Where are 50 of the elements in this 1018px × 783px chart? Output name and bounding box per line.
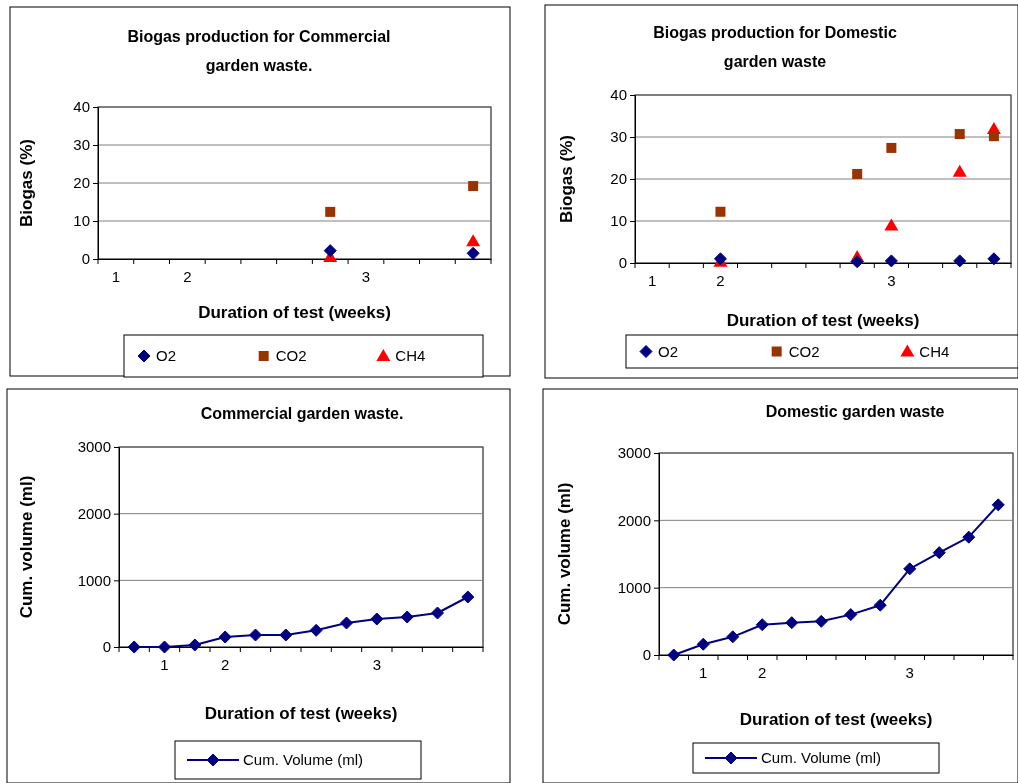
chart-title: Biogas production for Commercial garden waste.	[127, 28, 391, 74]
x-tick-label: 2	[758, 663, 767, 681]
y-tick-label: 3000	[77, 438, 111, 456]
y-tick-label: 10	[610, 212, 627, 230]
legend-label: CO2	[275, 347, 307, 364]
chart-title: Commercial garden waste.	[200, 405, 404, 422]
x-tick-label: 1	[111, 267, 121, 285]
x-tick-label: 3	[905, 663, 914, 681]
y-tick-label: 1000	[77, 571, 111, 589]
y-axis-title: Cum. volume (ml)	[555, 482, 574, 626]
legend-label: O2	[156, 347, 177, 364]
x-tick-label: 1	[160, 655, 169, 673]
y-tick-label: 40	[610, 86, 627, 104]
y-tick-label: 1000	[617, 578, 651, 596]
y-tick-label: 30	[73, 136, 90, 154]
x-tick-label: 3	[887, 271, 896, 289]
x-tick-label: 2	[220, 655, 230, 673]
legend-label: Cum. Volume (ml)	[761, 749, 882, 766]
y-tick-label: 30	[610, 128, 627, 146]
y-tick-label: 3000	[617, 444, 651, 462]
y-tick-label: 10	[73, 212, 90, 230]
y-tick-label: 0	[642, 646, 651, 664]
x-tick-label: 3	[361, 267, 371, 285]
x-tick-label: 1	[699, 663, 708, 681]
chart-title: Biogas production for Domestic garden waste	[653, 24, 897, 70]
y-axis-title: Cum. volume (ml)	[17, 475, 36, 619]
x-axis-title: Duration of test (weeks)	[198, 303, 391, 322]
y-tick-label: 2000	[617, 511, 651, 529]
x-axis-title: Duration of test (weeks)	[726, 311, 920, 330]
y-tick-label: 0	[81, 250, 90, 268]
legend-label: CH4	[919, 342, 950, 360]
y-tick-label: 40	[73, 98, 90, 116]
legend-label: CH4	[395, 347, 426, 364]
x-tick-label: 1	[647, 271, 657, 289]
y-axis-title: Biogas (%)	[557, 135, 576, 223]
y-tick-label: 2000	[77, 504, 111, 522]
y-axis-title: Biogas (%)	[17, 139, 36, 227]
legend-label: CO2	[788, 342, 820, 360]
x-tick-label: 2	[183, 267, 192, 285]
x-axis-title: Duration of test (weeks)	[204, 704, 398, 723]
chart-title: Domestic garden waste	[765, 403, 945, 420]
x-tick-label: 3	[372, 655, 382, 673]
x-tick-label: 2	[716, 271, 725, 289]
legend-label: O2	[658, 342, 679, 360]
legend-label: Cum. Volume (ml)	[243, 751, 364, 768]
y-tick-label: 0	[102, 638, 111, 656]
x-axis-title: Duration of test (weeks)	[739, 710, 933, 729]
y-tick-label: 0	[618, 254, 627, 272]
y-tick-label: 20	[73, 174, 90, 192]
y-tick-label: 20	[610, 170, 627, 188]
